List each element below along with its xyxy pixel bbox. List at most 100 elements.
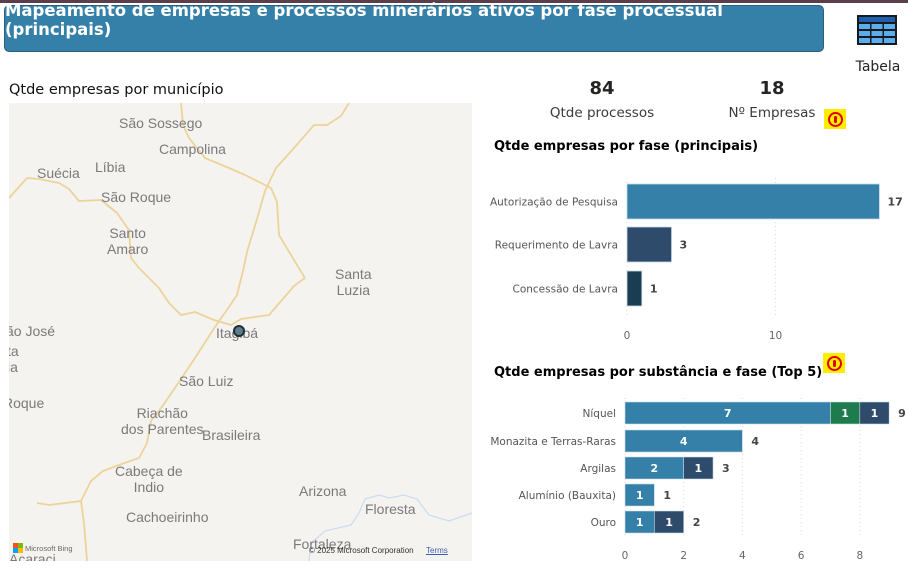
city-label: São Luiz xyxy=(179,373,233,389)
city-label-line: Santo xyxy=(109,225,146,241)
category-label: Níquel xyxy=(583,408,616,420)
city-label-line: Riachão xyxy=(136,405,188,421)
city-label: Floresta xyxy=(365,501,416,517)
total-label: 1 xyxy=(663,489,671,502)
city-label-line: ta xyxy=(9,343,19,359)
city-label-line: Brasileira xyxy=(202,427,261,443)
total-label: 3 xyxy=(722,462,730,475)
report-title: Mapeamento de empresas e processos miner… xyxy=(5,0,723,39)
bar[interactable] xyxy=(626,226,672,263)
x-tick-label: 10 xyxy=(769,330,782,342)
x-tick-label: 6 xyxy=(798,550,805,562)
bar-segment[interactable] xyxy=(624,429,743,453)
kpi-label: Qtde processos xyxy=(549,105,655,121)
x-tick-label: 8 xyxy=(856,550,863,562)
kpi-qtde-processos: 84 Qtde processos xyxy=(540,78,664,121)
kpi-label: Nº Empresas xyxy=(728,105,816,121)
map-copyright: © 2025 Microsoft Corporation xyxy=(309,546,414,555)
city-label-line: Fortaleza xyxy=(293,536,352,552)
city-label-line: Indio xyxy=(133,479,165,495)
category-label: Requerimento de Lavra xyxy=(495,240,618,252)
data-label: 17 xyxy=(887,196,902,209)
x-tick-label: 0 xyxy=(624,330,631,342)
city-label: Brasileira xyxy=(202,427,260,443)
table-button-label: Tabela xyxy=(855,59,901,75)
city-label-line: Luzia xyxy=(336,282,371,298)
city-label-line: Roque xyxy=(9,395,45,411)
kpi-value: 18 xyxy=(759,78,785,99)
city-label-line: Suécia xyxy=(37,165,80,181)
bar-segment[interactable] xyxy=(624,483,655,507)
chart-substancia-title: Qtde empresas por substância e fase (Top… xyxy=(494,365,823,380)
x-tick-label: 0 xyxy=(622,550,629,562)
chart-fase-title: Qtde empresas por fase (principais) xyxy=(494,139,759,154)
city-label-line: Acaraci xyxy=(9,551,56,561)
city-label: taia xyxy=(9,343,19,375)
chart-fase: 0 10 Autorização de Pesquisa 17 Requerimento… xyxy=(490,178,903,342)
segment-label: 2 xyxy=(651,462,659,475)
city-label: Acaraci xyxy=(9,551,56,561)
microsoft-logo-icon xyxy=(13,543,23,553)
city-label-line: ia xyxy=(9,359,18,375)
kpi-n-empresas: 18 Nº Empresas xyxy=(718,78,826,121)
segment-label: 1 xyxy=(695,462,703,475)
city-label-line: Santa xyxy=(335,266,372,282)
city-label-line: São Sossego xyxy=(119,115,203,131)
category-label: Ouro xyxy=(591,517,616,529)
city-label: Roque xyxy=(9,395,44,411)
top-border xyxy=(0,0,908,3)
river xyxy=(308,494,390,561)
bar-segment[interactable] xyxy=(683,456,714,480)
data-label: 3 xyxy=(680,239,688,252)
bar-segment[interactable] xyxy=(859,401,890,425)
city-label: Arizona xyxy=(299,483,346,499)
info-alert-icon[interactable] xyxy=(824,109,846,129)
city-label: Cachoeirinho xyxy=(126,509,209,525)
city-label: Campolina xyxy=(159,141,226,157)
map-provider: Microsoft Bing xyxy=(25,543,73,553)
segment-label: 7 xyxy=(724,407,732,420)
city-label-line: Campolina xyxy=(159,141,226,157)
map-terms-link[interactable]: Terms xyxy=(426,546,448,555)
segment-label: 1 xyxy=(665,516,673,529)
segment-label: 1 xyxy=(841,407,849,420)
x-tick-label: 4 xyxy=(739,550,746,562)
category-label: Monazita e Terras-Raras xyxy=(490,436,616,448)
road xyxy=(36,103,350,506)
city-label: São Roque xyxy=(101,189,171,205)
segment-label: 1 xyxy=(871,407,879,420)
bing-logo: Microsoft Bing xyxy=(13,543,73,553)
table-button[interactable]: Tabela xyxy=(852,12,904,80)
city-label: Riachão dos Parentes xyxy=(121,405,204,437)
city-label-line: Amaro xyxy=(107,241,149,257)
map-visual[interactable]: São Sossego Campolina Suécia Líbia São Roque… xyxy=(9,103,472,561)
city-label: Suécia xyxy=(37,165,80,181)
category-label: Alumínio (Bauxita) xyxy=(519,490,616,502)
river xyxy=(388,494,472,522)
city-label: Fortaleza xyxy=(293,536,351,552)
chart-substancia: 0 2 4 6 8 Níquel 7 1 1 9 Monazita e Terras-Raras 4 4… xyxy=(490,398,906,562)
map-bubble-itagiba[interactable] xyxy=(233,325,245,337)
city-label: Santa Luzia xyxy=(335,266,372,298)
city-label: Santo Amaro xyxy=(107,225,148,257)
total-label: 9 xyxy=(898,407,906,420)
map-title: Qtde empresas por município xyxy=(9,82,224,98)
road xyxy=(80,500,88,561)
bar[interactable] xyxy=(626,183,880,220)
segment-label: 1 xyxy=(636,516,644,529)
city-label-line: Líbia xyxy=(95,159,126,175)
map-roads xyxy=(9,103,472,561)
bar[interactable] xyxy=(626,270,643,307)
city-label-line: Cabeça de xyxy=(115,463,183,479)
kpi-value: 84 xyxy=(589,78,615,99)
total-label: 2 xyxy=(693,516,701,529)
info-alert-icon[interactable] xyxy=(823,353,845,373)
city-label-line: Floresta xyxy=(365,501,416,517)
city-label-line: Arizona xyxy=(299,483,347,499)
bar-segment[interactable] xyxy=(654,510,685,534)
city-label: ão José xyxy=(9,323,55,339)
city-label: Líbia xyxy=(95,159,125,175)
city-label-line: ão José xyxy=(9,323,56,339)
total-label: 4 xyxy=(751,435,759,448)
city-label-line: São Roque xyxy=(101,189,172,205)
